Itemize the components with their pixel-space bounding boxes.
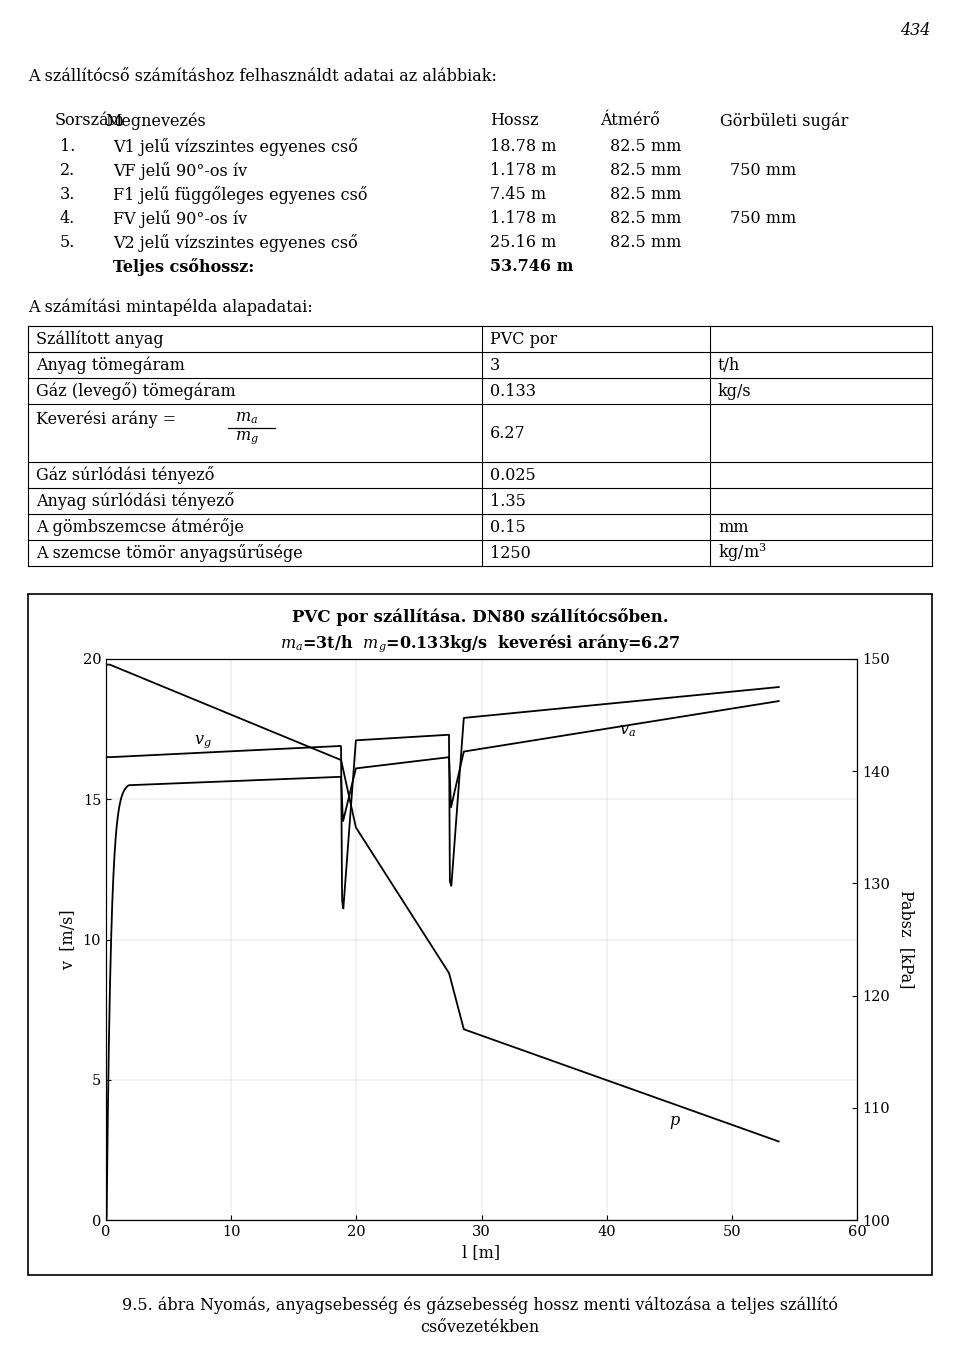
- Text: 1250: 1250: [490, 544, 531, 561]
- Text: F1 jelű függőleges egyenes cső: F1 jelű függőleges egyenes cső: [113, 185, 368, 204]
- Text: 82.5 mm: 82.5 mm: [610, 234, 682, 252]
- Text: $v_a$: $v_a$: [619, 723, 636, 740]
- Text: 4.: 4.: [60, 210, 75, 227]
- Text: csővezetékben: csővezetékben: [420, 1319, 540, 1335]
- Text: 0.025: 0.025: [490, 467, 536, 483]
- Text: 1.178 m: 1.178 m: [490, 210, 557, 227]
- Text: 7.45 m: 7.45 m: [490, 185, 546, 203]
- Text: 53.746 m: 53.746 m: [490, 258, 573, 275]
- Text: Átmérő: Átmérő: [600, 112, 660, 129]
- Text: Keverési arány =: Keverési arány =: [36, 410, 181, 428]
- Text: 3.: 3.: [60, 185, 75, 203]
- Text: Sorszám: Sorszám: [55, 112, 125, 129]
- Text: $v_g$: $v_g$: [194, 733, 211, 750]
- Y-axis label: v  [m/s]: v [m/s]: [60, 909, 77, 970]
- Text: A szemcse tömör anyagsűrűsége: A szemcse tömör anyagsűrűsége: [36, 544, 302, 561]
- Text: PVC por: PVC por: [490, 330, 557, 348]
- Text: A szállítócső számításhoz felhasználdt adatai az alábbiak:: A szállítócső számításhoz felhasználdt a…: [28, 68, 497, 85]
- Text: $m_a$=3t/h  $m_g$=0.133kg/s  keverési arány=6.27: $m_a$=3t/h $m_g$=0.133kg/s keverési arán…: [280, 632, 680, 653]
- Text: 82.5 mm: 82.5 mm: [610, 162, 682, 179]
- Text: kg/s: kg/s: [718, 383, 752, 399]
- Text: 9.5. ábra Nyomás, anyagsebesség és gázsebesség hossz menti változása a teljes sz: 9.5. ábra Nyomás, anyagsebesség és gázse…: [122, 1298, 838, 1315]
- Text: Anyag tömegáram: Anyag tömegáram: [36, 356, 185, 373]
- Text: mm: mm: [718, 518, 749, 536]
- Text: p: p: [669, 1112, 680, 1128]
- Text: A számítási mintapélda alapadatai:: A számítási mintapélda alapadatai:: [28, 298, 313, 315]
- Text: V1 jelű vízszintes egyenes cső: V1 jelű vízszintes egyenes cső: [113, 138, 358, 156]
- Text: 25.16 m: 25.16 m: [490, 234, 557, 252]
- Text: t/h: t/h: [718, 356, 740, 373]
- Text: 3: 3: [490, 356, 500, 373]
- Text: A gömbszemcse átmérője: A gömbszemcse átmérője: [36, 518, 244, 536]
- Text: 1.178 m: 1.178 m: [490, 162, 557, 179]
- Text: 82.5 mm: 82.5 mm: [610, 185, 682, 203]
- Text: 82.5 mm: 82.5 mm: [610, 210, 682, 227]
- Y-axis label: Pabsz  [kPa]: Pabsz [kPa]: [898, 890, 915, 989]
- Text: VF jelű 90°-os ív: VF jelű 90°-os ív: [113, 162, 247, 180]
- Text: Görbületi sugár: Görbületi sugár: [720, 112, 849, 130]
- Text: FV jelű 90°-os ív: FV jelű 90°-os ív: [113, 210, 247, 229]
- Text: 750 mm: 750 mm: [730, 210, 796, 227]
- Text: Hossz: Hossz: [490, 112, 539, 129]
- Text: 18.78 m: 18.78 m: [490, 138, 557, 156]
- Text: kg/m$^3$: kg/m$^3$: [718, 541, 767, 564]
- Text: Gáz (levegő) tömegáram: Gáz (levegő) tömegáram: [36, 382, 236, 400]
- X-axis label: l [m]: l [m]: [463, 1245, 500, 1261]
- Text: 82.5 mm: 82.5 mm: [610, 138, 682, 156]
- Text: PVC por szállítása. DN80 szállítócsőben.: PVC por szállítása. DN80 szállítócsőben.: [292, 607, 668, 626]
- Bar: [28, 594, 932, 1275]
- Text: 434: 434: [900, 22, 930, 39]
- Text: 6.27: 6.27: [490, 425, 526, 441]
- Text: 2.: 2.: [60, 162, 75, 179]
- Text: 1.: 1.: [60, 138, 75, 156]
- Text: 5.: 5.: [60, 234, 75, 252]
- Text: Megnevezés: Megnevezés: [105, 112, 205, 130]
- Text: V2 jelű vízszintes egyenes cső: V2 jelű vízszintes egyenes cső: [113, 234, 358, 252]
- Text: 750 mm: 750 mm: [730, 162, 796, 179]
- Text: Anyag súrlódási tényező: Anyag súrlódási tényező: [36, 492, 234, 510]
- Text: Szállított anyag: Szállított anyag: [36, 330, 163, 348]
- Text: 0.133: 0.133: [490, 383, 536, 399]
- Text: Gáz súrlódási tényező: Gáz súrlódási tényező: [36, 465, 214, 484]
- Text: Teljes csőhossz:: Teljes csőhossz:: [113, 258, 254, 276]
- Text: $\mathit{m}_a$: $\mathit{m}_a$: [235, 409, 258, 426]
- Text: $\mathit{m}_g$: $\mathit{m}_g$: [235, 429, 259, 446]
- Text: 0.15: 0.15: [490, 518, 526, 536]
- Text: 1.35: 1.35: [490, 492, 526, 510]
